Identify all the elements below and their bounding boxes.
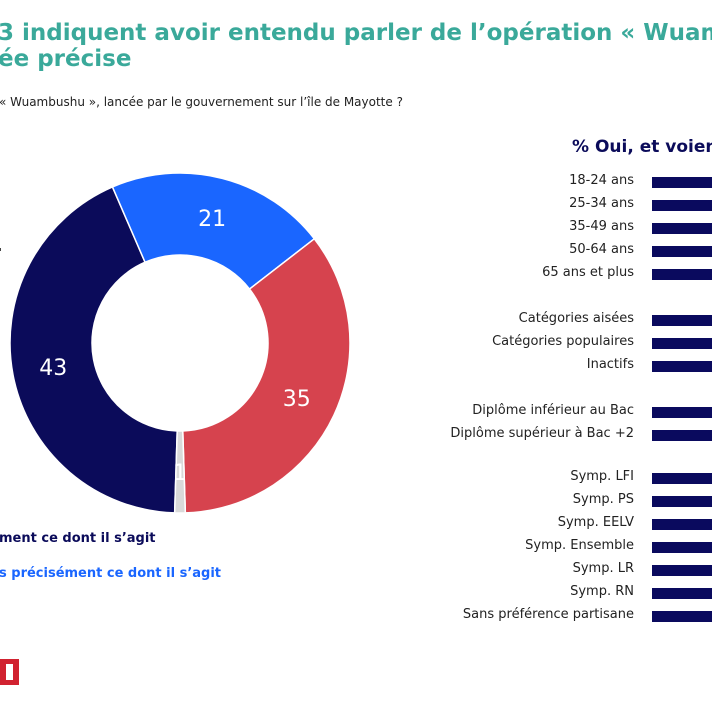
breakdown-label: Symp. PS [572,492,634,507]
breakdown-bar [652,223,712,234]
breakdown-label: 25-34 ans [569,196,634,211]
right-panel-title: % Oui, et voient [572,137,712,157]
title-line-2: ée précise [0,46,132,72]
donut-slice-label: 43 [39,356,67,381]
breakdown-bar [652,361,712,372]
donut-slice-label: 35 [283,387,311,412]
breakdown-bar [652,519,712,530]
legend-item-known-precisely: ment ce dont il s’agit [0,531,156,546]
breakdown-label: Symp. EELV [557,515,634,530]
breakdown-label: Symp. LFI [570,469,634,484]
title-line-1: 3 indiquent avoir entendu parler de l’op… [0,20,712,46]
bullet-marker [0,248,1,251]
breakdown-label: Symp. Ensemble [525,538,634,553]
breakdown-label: 50-64 ans [569,242,634,257]
breakdown-bar [652,588,712,599]
donut-slice-label: 21 [198,207,226,232]
question-subtitle: « Wuambushu », lancée par le gouvernemen… [0,95,403,109]
breakdown-label: Diplôme supérieur à Bac +2 [450,426,634,441]
donut-chart: 43 21 35 1 [9,172,351,514]
brand-logo [0,659,19,685]
breakdown-label: Symp. LR [572,561,634,576]
breakdown-bar [652,269,712,280]
page-title: 3 indiquent avoir entendu parler de l’op… [0,20,712,72]
breakdown-bar [652,177,712,188]
breakdown-label: Symp. RN [570,584,634,599]
breakdown-bar [652,338,712,349]
breakdown-bar [652,496,712,507]
donut-slice [9,185,179,514]
breakdown-bar [652,565,712,576]
breakdown-label: Catégories populaires [492,334,634,349]
donut-slice [111,172,316,291]
breakdown-label: 18-24 ans [569,173,634,188]
breakdown-bar [652,430,712,441]
breakdown-label: Sans préférence partisane [462,607,634,622]
legend-item-not-known-precisely: s précisément ce dont il s’agit [0,566,222,581]
donut-slice [173,430,187,514]
breakdown-label: Catégories aisées [518,311,634,326]
breakdown-bar [652,473,712,484]
breakdown-bar [652,246,712,257]
breakdown-label: 65 ans et plus [542,265,634,280]
breakdown-bar [652,200,712,211]
breakdown-bar [652,611,712,622]
breakdown-label: Inactifs [586,357,634,372]
donut-slice-label: 1 [173,461,187,486]
breakdown-label: Diplôme inférieur au Bac [472,403,634,418]
breakdown-bar [652,315,712,326]
breakdown-label: 35-49 ans [569,219,634,234]
breakdown-bar [652,407,712,418]
breakdown-bar [652,542,712,553]
donut-slice [181,237,351,514]
